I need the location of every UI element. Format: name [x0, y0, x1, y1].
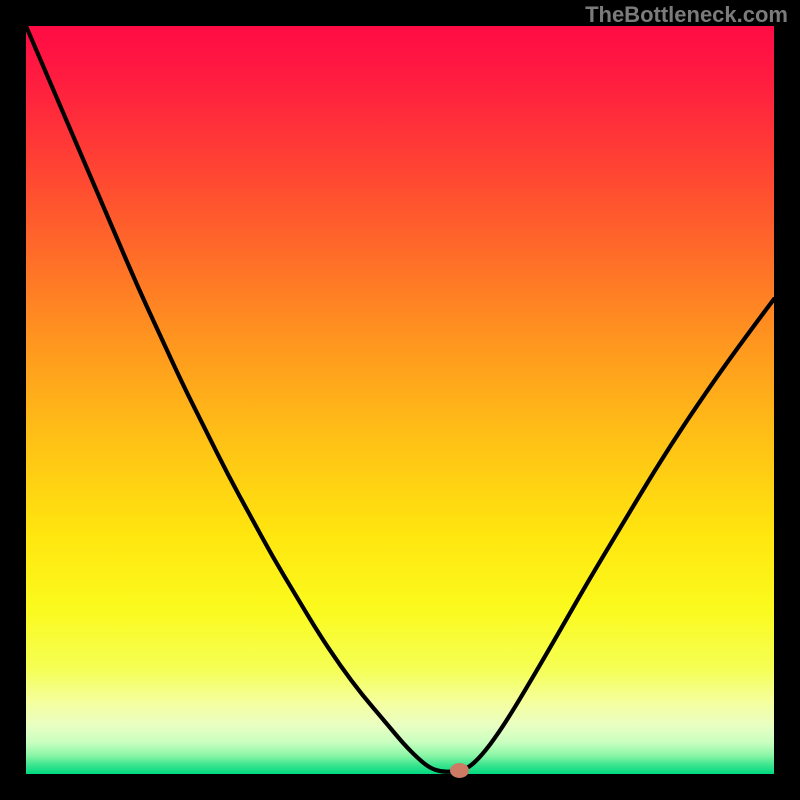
optimum-marker: [450, 763, 469, 778]
watermark-text: TheBottleneck.com: [585, 2, 788, 28]
bottleneck-curve: [26, 26, 774, 774]
plot-area: [26, 26, 774, 774]
chart-container: { "watermark": { "text": "TheBottleneck.…: [0, 0, 800, 800]
